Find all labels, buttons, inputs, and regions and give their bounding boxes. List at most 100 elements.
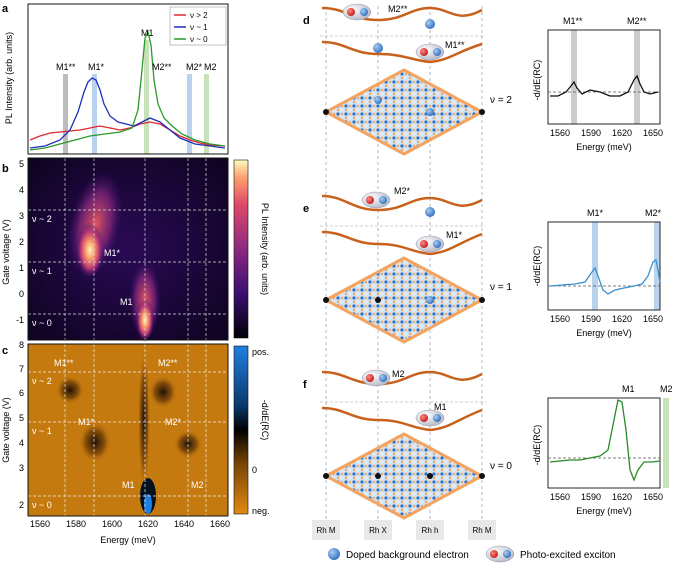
- panel-b-colorbar: [233, 159, 249, 339]
- panel-b-yticks: 5 4 3 2 1 0 -1: [16, 159, 24, 325]
- potential-f-lower: [321, 406, 483, 432]
- svg-text:1560: 1560: [550, 128, 570, 138]
- panel-b-ylabel: Gate voltage (V): [1, 219, 11, 285]
- panel-label-e: e: [303, 203, 309, 215]
- svg-text:1620: 1620: [612, 492, 632, 502]
- svg-text:1620: 1620: [612, 128, 632, 138]
- schem-f-label-m2: M2: [392, 369, 405, 379]
- spec-e-curve: [549, 258, 661, 295]
- electron-d-2: [373, 43, 383, 53]
- legend-electron-label: Doped background electron: [346, 550, 469, 561]
- spec-f-marker-2: [663, 398, 669, 488]
- moire-lattice-d: [322, 68, 486, 156]
- svg-text:2: 2: [19, 500, 24, 510]
- potential-d-lower: [321, 40, 483, 64]
- svg-text:3: 3: [19, 463, 24, 473]
- exciton-d-lower: [415, 43, 445, 61]
- marker-m1s-bar: [92, 74, 97, 154]
- panel-c-m2s: M2*: [165, 417, 182, 427]
- spec-e-ylabel: -d/dE(RC): [532, 246, 542, 287]
- spec-d-ylabel: -d/dE(RC): [532, 60, 542, 101]
- svg-text:1650: 1650: [643, 128, 663, 138]
- svg-text:Rh M: Rh M: [472, 526, 491, 535]
- moire-lattice-f: [322, 432, 486, 520]
- pl-curve-nu-1: [29, 77, 226, 149]
- svg-text:Rh M: Rh M: [316, 526, 335, 535]
- schem-f-label-m1: M1: [434, 402, 447, 412]
- panel-c-features: [56, 350, 202, 514]
- panel-label-b: b: [2, 163, 9, 175]
- svg-text:1580: 1580: [66, 519, 86, 529]
- pl-curve-nu-0: [29, 30, 226, 151]
- panel-label-d: d: [303, 15, 310, 27]
- panel-c-m1ss: M1**: [54, 358, 74, 368]
- panel-label-c: c: [2, 345, 8, 357]
- label-m2s: M2*: [186, 62, 203, 72]
- spec-e-label-1: M1*: [587, 208, 604, 218]
- panel-a-legend: ν > 2 ν ~ 1 ν ~ 0: [169, 6, 227, 46]
- label-m2: M2: [204, 62, 217, 72]
- potential-e-lower: [321, 230, 483, 256]
- exciton-f-upper: [361, 369, 391, 387]
- schem-e-label-m1s: M1*: [446, 230, 463, 240]
- spec-d-xlabel: Energy (meV): [576, 142, 632, 152]
- exciton-e-lower: [415, 235, 445, 253]
- legend-exciton-label: Photo-excited exciton: [520, 550, 616, 561]
- nu-f: ν = 0: [490, 461, 512, 472]
- spec-f-curve: [549, 399, 661, 482]
- electron-e-1: [425, 207, 435, 217]
- svg-text:1590: 1590: [581, 128, 601, 138]
- label-m1: M1: [141, 28, 154, 38]
- panel-a-frame: [27, 3, 229, 155]
- panel-b-nu2: ν ~ 2: [32, 214, 52, 224]
- site-labels: Rh M Rh X Rh h Rh M: [312, 520, 496, 540]
- spec-d-label-2: M2**: [627, 16, 647, 26]
- panel-c-yticks: 8 7 6 5 4 3 2: [19, 340, 24, 510]
- svg-text:1590: 1590: [581, 492, 601, 502]
- exciton-e-upper: [361, 191, 391, 209]
- spec-f-ylabel: -d/dE(RC): [532, 425, 542, 466]
- svg-text:7: 7: [19, 364, 24, 374]
- panel-label-a: a: [2, 3, 9, 15]
- potential-f-upper: [321, 370, 483, 386]
- svg-text:Rh X: Rh X: [369, 526, 387, 535]
- panel-b-heatmap: [28, 158, 228, 340]
- svg-text:3: 3: [19, 211, 24, 221]
- marker-m1-bar: [144, 40, 149, 154]
- svg-text:6: 6: [19, 388, 24, 398]
- spec-d-curve: [550, 74, 659, 97]
- svg-text:0: 0: [19, 289, 24, 299]
- panel-c-m1: M1: [122, 480, 135, 490]
- panel-label-f: f: [303, 379, 307, 391]
- svg-text:1640: 1640: [174, 519, 194, 529]
- pl-curve-nu-gt2: [29, 121, 226, 147]
- spec-f-xlabel: Energy (meV): [576, 506, 632, 516]
- svg-text:5: 5: [19, 159, 24, 169]
- svg-text:1660: 1660: [210, 519, 230, 529]
- svg-text:4: 4: [19, 185, 24, 195]
- svg-text:1560: 1560: [550, 492, 570, 502]
- svg-text:1560: 1560: [30, 519, 50, 529]
- panel-c-xticks: 1560 1580 1600 1620 1640 1660: [30, 519, 230, 529]
- nu-d: ν = 2: [490, 95, 512, 106]
- exciton-f-lower: [415, 409, 445, 427]
- electron-d-1: [425, 19, 435, 29]
- svg-text:4: 4: [19, 438, 24, 448]
- colorbar-pos: pos.: [252, 347, 269, 357]
- panel-b-nu0: ν ~ 0: [32, 318, 52, 328]
- svg-text:1590: 1590: [581, 314, 601, 324]
- moire-lattice-e: [322, 256, 486, 344]
- label-m1ss: M1**: [56, 62, 76, 72]
- potential-e-upper: [321, 194, 483, 212]
- exciton-d-upper: [342, 3, 372, 21]
- svg-text:5: 5: [19, 413, 24, 423]
- spec-e-marker-1: [592, 222, 598, 310]
- panel-b-m1: M1: [120, 297, 133, 307]
- svg-text:8: 8: [19, 340, 24, 350]
- panel-c-nu0: ν ~ 0: [32, 500, 52, 510]
- legend-label-nu-gt2: ν > 2: [190, 11, 208, 20]
- spec-f-label-1: M1: [622, 384, 635, 394]
- legend-electron-icon: [328, 548, 340, 560]
- legend-label-nu-1: ν ~ 1: [190, 23, 208, 32]
